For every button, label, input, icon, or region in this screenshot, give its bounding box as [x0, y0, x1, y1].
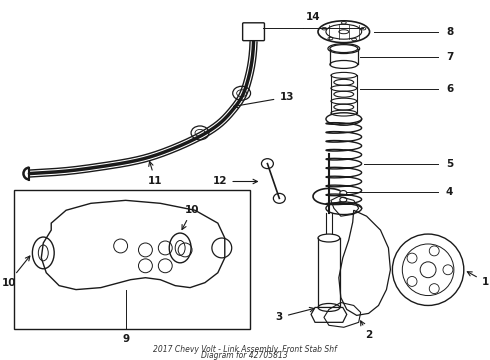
Text: 9: 9 [122, 334, 129, 344]
Text: Diagram for 42705813: Diagram for 42705813 [201, 351, 288, 360]
Text: 7: 7 [446, 51, 453, 62]
Text: 1: 1 [467, 272, 489, 287]
Text: 14: 14 [306, 12, 320, 22]
Text: 10: 10 [1, 256, 30, 288]
Text: 6: 6 [446, 84, 453, 94]
Text: 4: 4 [446, 188, 453, 197]
Text: 2: 2 [361, 321, 372, 340]
Text: 3: 3 [276, 307, 314, 322]
Text: 11: 11 [148, 162, 163, 185]
Text: 10: 10 [182, 205, 199, 230]
Bar [14, 190, 249, 329]
Text: 2017 Chevy Volt - Link Assembly, Front Stab Shf: 2017 Chevy Volt - Link Assembly, Front S… [153, 345, 337, 354]
Text: 8: 8 [446, 27, 453, 37]
Text: 5: 5 [446, 159, 453, 168]
Text: 12: 12 [213, 176, 257, 186]
Text: 13: 13 [234, 92, 294, 108]
